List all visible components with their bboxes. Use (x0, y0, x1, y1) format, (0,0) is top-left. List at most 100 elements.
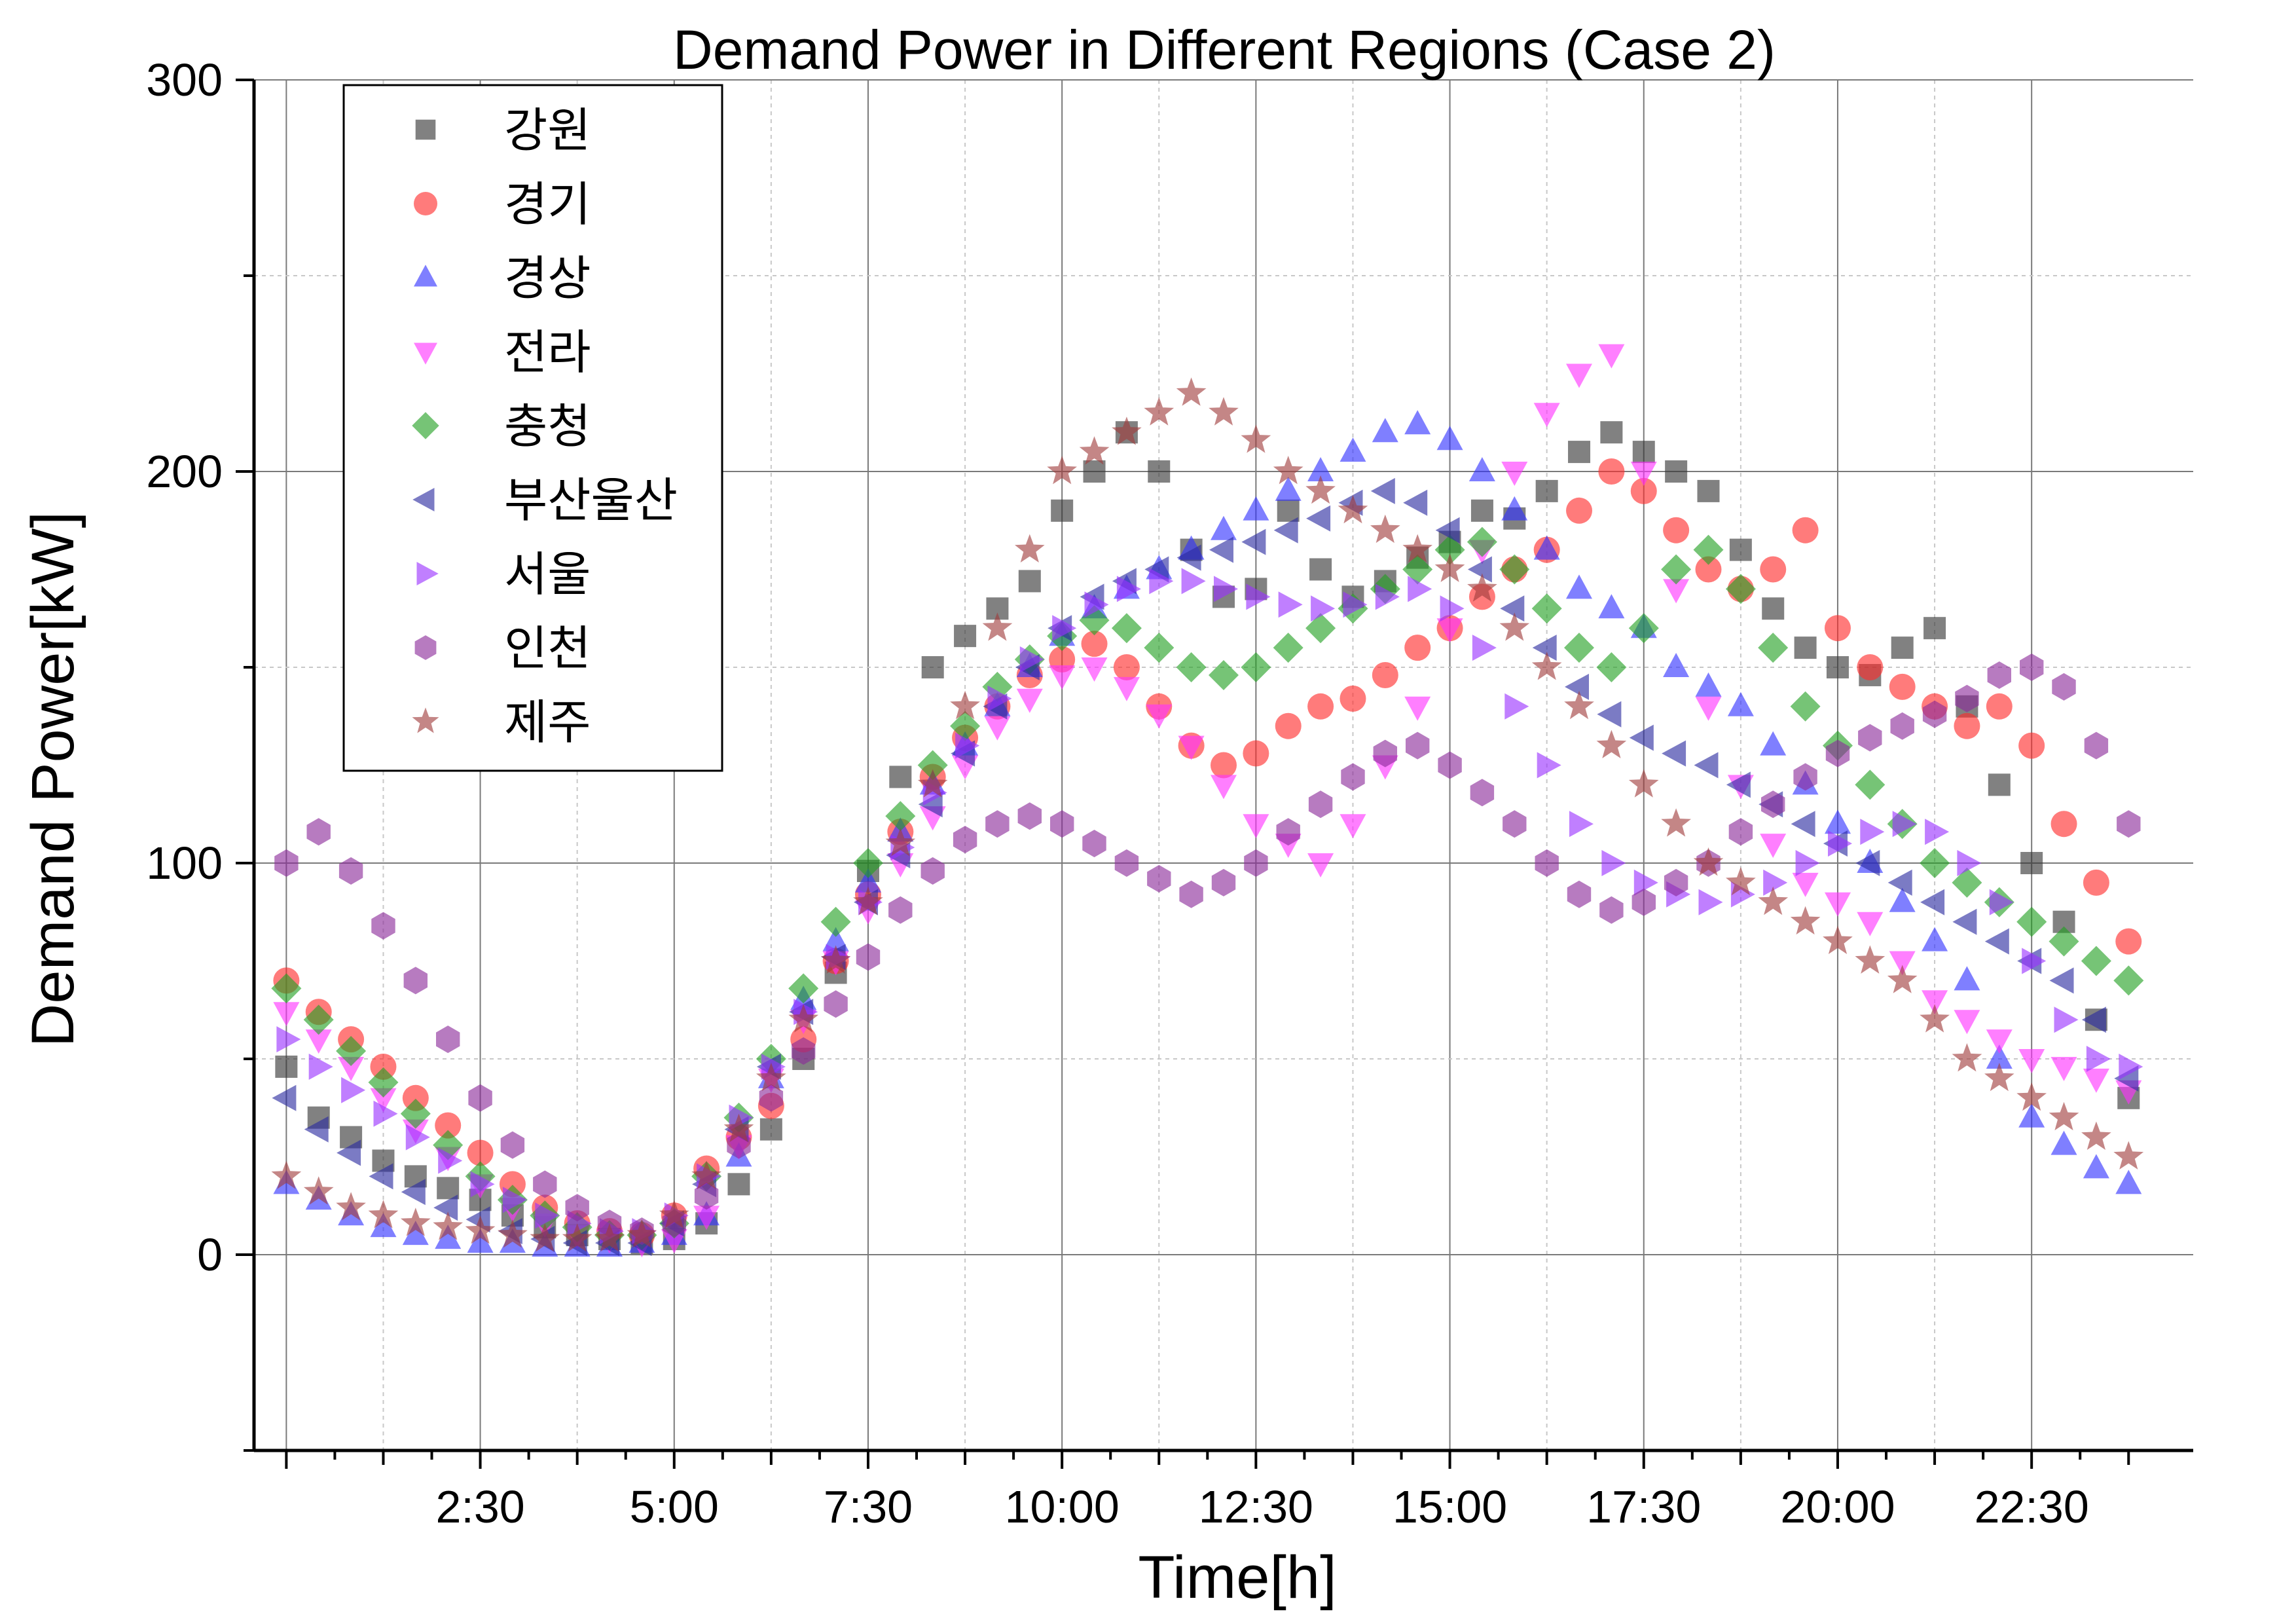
data-point (1727, 692, 1754, 716)
data-point (1499, 554, 1530, 585)
data-point (436, 1025, 460, 1054)
data-point (1920, 848, 1950, 878)
data-point (1373, 739, 1397, 767)
data-point (661, 1229, 687, 1254)
data-point (1243, 740, 1269, 767)
legend-box (342, 84, 723, 772)
data-point (1597, 701, 1622, 728)
data-point (1436, 618, 1463, 643)
data-point (1857, 912, 1884, 936)
data-point (2049, 967, 2074, 994)
data-point (1275, 476, 1302, 501)
data-point (370, 1088, 397, 1113)
data-point (627, 1219, 657, 1248)
data-point (2050, 1130, 2077, 1155)
data-point (1081, 631, 1108, 657)
data-point (659, 1200, 689, 1228)
data-point (435, 1112, 462, 1139)
data-point (338, 857, 363, 885)
data-point (1339, 814, 1366, 839)
data-point (917, 769, 948, 798)
legend-label: 인천 (504, 621, 591, 676)
data-point (2018, 1049, 2045, 1073)
x-axis-label: Time[h] (1138, 1544, 1336, 1611)
data-point (1438, 751, 1462, 779)
data-point (433, 1211, 463, 1240)
data-point (1857, 654, 1884, 680)
data-point (1052, 615, 1077, 642)
data-point (1760, 731, 1787, 756)
data-point (1404, 410, 1431, 435)
data-point (1920, 1004, 1950, 1033)
data-point (1307, 693, 1334, 720)
data-point (435, 1225, 462, 1249)
data-point (275, 1055, 298, 1078)
data-point (1305, 613, 1336, 644)
data-point (2020, 852, 2043, 874)
data-point (1599, 896, 1624, 924)
data-point (1211, 515, 1237, 540)
series-star (271, 377, 2144, 1252)
data-point (1436, 426, 1463, 451)
data-point (788, 973, 819, 1004)
data-point (1375, 583, 1400, 610)
data-point (1470, 499, 1493, 522)
data-point (1404, 696, 1431, 721)
data-point (2083, 1068, 2109, 1093)
data-point (1629, 724, 1654, 751)
data-point (1596, 729, 1627, 758)
data-point (1275, 712, 1302, 739)
data-point (562, 1223, 592, 1252)
data-point (1825, 809, 1851, 834)
data-point (1311, 595, 1336, 622)
data-point (1209, 536, 1233, 563)
data-point (1795, 850, 1820, 876)
data-point (1922, 700, 1947, 728)
data-point (1406, 731, 1430, 760)
data-point (1149, 568, 1174, 595)
y-axis-label: Demand Power[kW] (20, 511, 86, 1047)
data-point (468, 1084, 492, 1112)
data-point (2081, 1006, 2106, 1033)
data-point (1984, 928, 2009, 955)
data-point (1790, 906, 1821, 935)
data-point (1440, 595, 1465, 622)
data-point (2018, 732, 2045, 759)
data-point (2050, 811, 2077, 838)
data-point (1144, 633, 1175, 663)
data-point (1241, 652, 1271, 682)
data-point (1504, 693, 1529, 720)
data-point (1566, 363, 1592, 388)
data-point (402, 1221, 429, 1246)
data-point (822, 927, 849, 951)
data-point (1533, 403, 1560, 428)
data-point (1855, 769, 1886, 800)
data-point (1176, 377, 1207, 406)
data-point (1855, 850, 1880, 876)
data-point (1923, 617, 1946, 640)
data-point (370, 1053, 397, 1080)
legend-marker-triangle-up (414, 265, 437, 287)
data-point (1501, 462, 1528, 486)
legend-marker-diamond (412, 412, 439, 439)
data-point (2119, 1054, 2143, 1080)
data-point (1887, 965, 1918, 993)
x-tick-label: 10:00 (1005, 1481, 1120, 1532)
data-point (820, 945, 851, 974)
data-point (1600, 421, 1623, 444)
data-point (1467, 573, 1497, 602)
data-point (1243, 814, 1269, 839)
data-point (1955, 684, 1979, 712)
data-point (954, 625, 977, 648)
data-point (1698, 889, 1723, 915)
legend-marker-triangle-right (416, 562, 439, 585)
data-point (368, 1200, 399, 1228)
data-point (1728, 818, 1753, 846)
legend-marker-triangle-left (412, 488, 435, 511)
data-point (338, 1057, 365, 1081)
data-point (1019, 646, 1044, 673)
data-point (1726, 866, 1756, 896)
data-point (1308, 790, 1333, 819)
data-point (1792, 517, 1819, 544)
